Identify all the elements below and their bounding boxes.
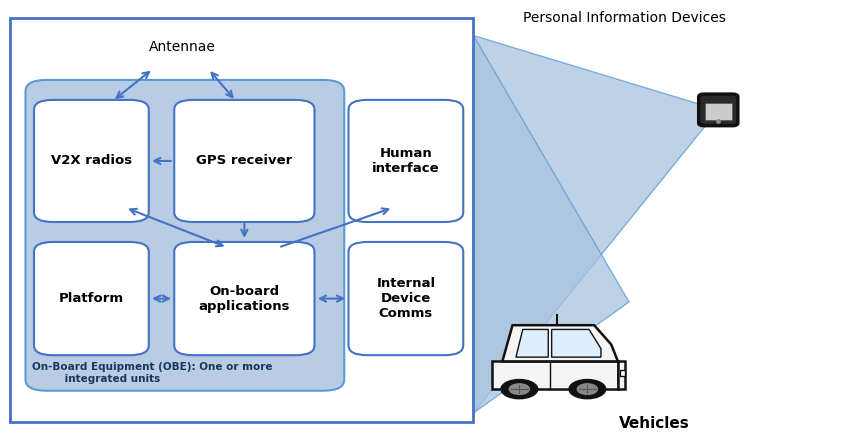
FancyBboxPatch shape — [34, 242, 149, 355]
Text: Human
interface: Human interface — [372, 147, 439, 175]
FancyBboxPatch shape — [26, 80, 344, 391]
FancyBboxPatch shape — [348, 100, 463, 222]
FancyBboxPatch shape — [705, 103, 732, 120]
Text: GPS receiver: GPS receiver — [196, 155, 292, 167]
Polygon shape — [502, 325, 618, 361]
Circle shape — [569, 380, 606, 399]
Polygon shape — [618, 361, 625, 389]
Polygon shape — [516, 329, 548, 357]
Text: V2X radios: V2X radios — [51, 155, 132, 167]
Text: Personal Information Devices: Personal Information Devices — [524, 11, 726, 25]
Polygon shape — [552, 329, 601, 357]
Circle shape — [509, 384, 530, 394]
FancyBboxPatch shape — [699, 94, 738, 126]
FancyBboxPatch shape — [34, 100, 149, 222]
FancyBboxPatch shape — [10, 18, 473, 422]
Polygon shape — [620, 370, 625, 377]
FancyBboxPatch shape — [348, 242, 463, 355]
Text: Platform: Platform — [59, 292, 124, 305]
Text: On-board
applications: On-board applications — [199, 285, 290, 313]
Circle shape — [501, 380, 538, 399]
Text: Vehicles: Vehicles — [619, 416, 690, 431]
Circle shape — [577, 384, 598, 394]
Polygon shape — [473, 36, 718, 413]
Polygon shape — [492, 361, 618, 389]
Text: Antennae: Antennae — [150, 40, 216, 54]
FancyBboxPatch shape — [174, 100, 314, 222]
FancyBboxPatch shape — [174, 242, 314, 355]
Text: On-Board Equipment (OBE): One or more
         integrated units: On-Board Equipment (OBE): One or more in… — [32, 362, 273, 384]
Text: Internal
Device
Comms: Internal Device Comms — [377, 277, 435, 320]
Polygon shape — [473, 36, 629, 413]
